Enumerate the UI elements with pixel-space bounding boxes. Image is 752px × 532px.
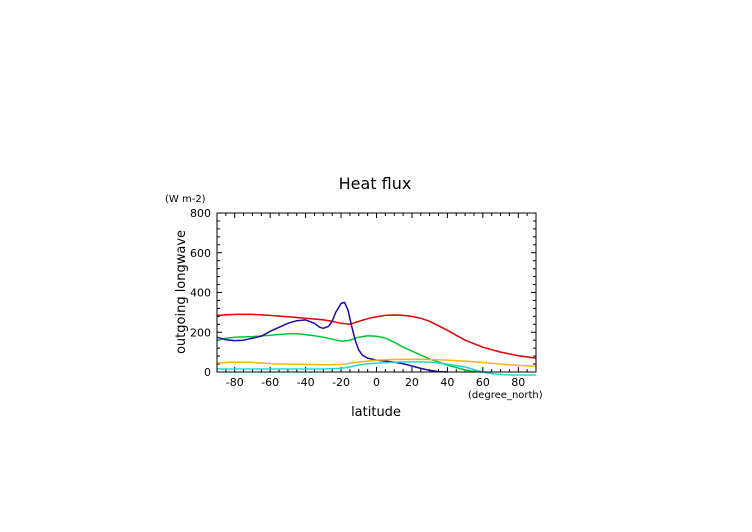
chart-title: Heat flux xyxy=(339,174,412,193)
x-tick-label: -60 xyxy=(261,376,279,389)
y-axis-unit: (W m-2) xyxy=(165,194,206,205)
x-tick-label: 60 xyxy=(476,376,490,389)
y-tick-label: 800 xyxy=(190,207,211,220)
series-lines xyxy=(216,301,537,376)
series-line-3 xyxy=(216,301,448,373)
x-tick-label: -80 xyxy=(226,376,244,389)
x-tick-label: 80 xyxy=(511,376,525,389)
x-tick-label: -20 xyxy=(332,376,350,389)
y-tick-label: 200 xyxy=(190,326,211,339)
x-tick-label: -40 xyxy=(297,376,315,389)
x-tick-label: 40 xyxy=(440,376,454,389)
series-line-4 xyxy=(216,358,537,368)
plot-frame xyxy=(216,212,537,373)
x-axis-label: latitude xyxy=(351,405,401,420)
y-axis-label: outgoing longwave xyxy=(174,230,189,354)
x-tick-label: 0 xyxy=(373,376,380,389)
series-line-1 xyxy=(216,313,537,359)
series-line-5 xyxy=(217,360,536,376)
y-tick-label: 600 xyxy=(190,247,211,260)
y-tick-label: 0 xyxy=(204,366,211,379)
y-tick-label: 400 xyxy=(190,287,211,300)
x-tick-label: 20 xyxy=(405,376,419,389)
x-axis-unit: (degree_north) xyxy=(468,390,543,401)
